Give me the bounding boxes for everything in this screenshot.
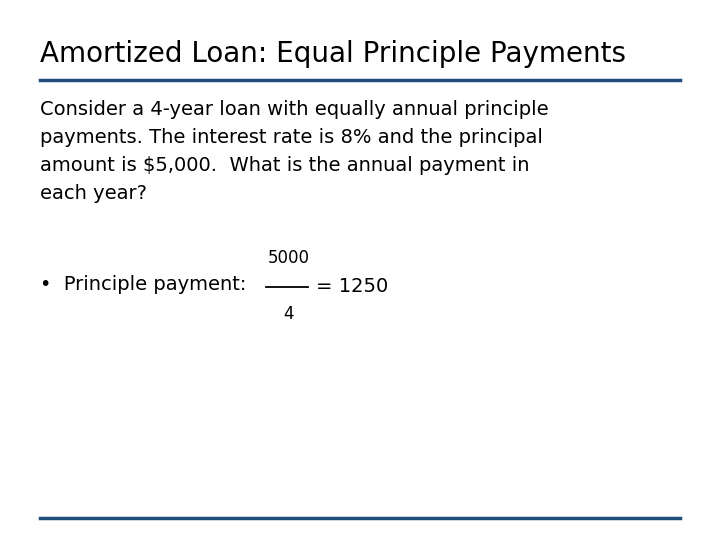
Text: Consider a 4-year loan with equally annual principle
payments. The interest rate: Consider a 4-year loan with equally annu… [40, 100, 549, 203]
Text: = 1250: = 1250 [316, 278, 388, 296]
Text: 4: 4 [283, 305, 294, 323]
Text: Amortized Loan: Equal Principle Payments: Amortized Loan: Equal Principle Payments [40, 40, 626, 68]
Text: •  Principle payment:: • Principle payment: [40, 275, 253, 294]
Text: 5000: 5000 [268, 249, 310, 267]
